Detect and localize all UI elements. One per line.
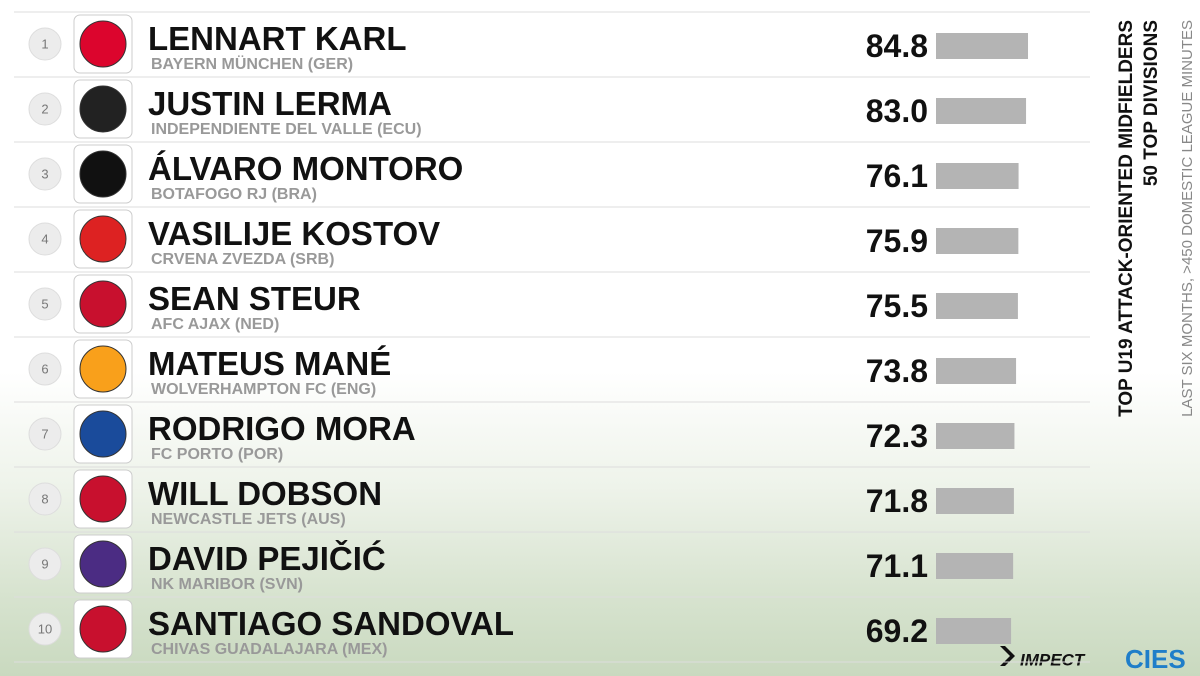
player-name: SEAN STEUR bbox=[148, 280, 361, 317]
rank: 5 bbox=[41, 296, 48, 311]
club-crest bbox=[79, 85, 127, 133]
club-crest bbox=[79, 215, 127, 263]
rank-badge bbox=[28, 287, 62, 321]
rank-badge bbox=[28, 352, 62, 386]
bar bbox=[936, 98, 1027, 124]
rank-badge bbox=[28, 27, 62, 61]
rank: 1 bbox=[41, 36, 48, 51]
bar bbox=[936, 553, 1014, 579]
club-name: NK MARIBOR (SVN) bbox=[151, 576, 303, 593]
club-name: BAYERN MÜNCHEN (GER) bbox=[151, 54, 353, 73]
rank-badge bbox=[28, 222, 62, 256]
club-name: BOTAFOGO RJ (BRA) bbox=[151, 186, 317, 203]
value-label: 71.8 bbox=[866, 483, 928, 519]
club-name: INDEPENDIENTE DEL VALLE (ECU) bbox=[151, 121, 422, 138]
impect-logo: IMPECT bbox=[1020, 650, 1086, 669]
value-label: 69.2 bbox=[866, 613, 928, 649]
rank: 7 bbox=[41, 426, 48, 441]
bar bbox=[936, 358, 1017, 384]
player-name: VASILIJE KOSTOV bbox=[148, 215, 440, 252]
rank: 9 bbox=[41, 556, 48, 571]
club-crest bbox=[79, 345, 127, 393]
player-name: DAVID PEJIČIĆ bbox=[148, 539, 386, 577]
rank: 6 bbox=[41, 361, 48, 376]
club-name: AFC AJAX (NED) bbox=[151, 316, 279, 333]
club-crest bbox=[79, 410, 127, 458]
club-crest bbox=[79, 475, 127, 523]
value-label: 75.9 bbox=[866, 223, 928, 259]
player-name: WILL DOBSON bbox=[148, 475, 382, 512]
rank-badge bbox=[28, 417, 62, 451]
club-name: FC PORTO (POR) bbox=[151, 446, 283, 463]
cies-logo: CIES bbox=[1125, 644, 1186, 674]
rank-badge bbox=[28, 547, 62, 581]
player-name: JUSTIN LERMA bbox=[148, 85, 392, 122]
rank: 8 bbox=[41, 491, 48, 506]
rank-badge bbox=[28, 482, 62, 516]
bar bbox=[936, 618, 1012, 644]
value-label: 84.8 bbox=[866, 28, 928, 64]
note: LAST SIX MONTHS, >450 DOMESTIC LEAGUE MI… bbox=[1179, 20, 1196, 417]
club-crest bbox=[79, 605, 127, 653]
player-name: LENNART KARL bbox=[148, 20, 406, 57]
club-name: CRVENA ZVEZDA (SRB) bbox=[151, 251, 334, 268]
rank: 3 bbox=[41, 166, 48, 181]
player-name: RODRIGO MORA bbox=[148, 410, 416, 447]
club-crest bbox=[79, 540, 127, 588]
bar bbox=[936, 163, 1019, 189]
value-label: 73.8 bbox=[866, 353, 928, 389]
club-crest bbox=[79, 20, 127, 68]
club-name: NEWCASTLE JETS (AUS) bbox=[151, 511, 346, 528]
title: TOP U19 ATTACK-ORIENTED MIDFIELDERS bbox=[1116, 20, 1137, 417]
bar bbox=[936, 33, 1029, 59]
rank-badge bbox=[28, 612, 62, 646]
impect-icon bbox=[1000, 646, 1015, 666]
player-name: MATEUS MANÉ bbox=[148, 345, 391, 382]
rank-badge bbox=[28, 157, 62, 191]
value-label: 75.5 bbox=[866, 288, 928, 324]
value-label: 76.1 bbox=[866, 158, 928, 194]
player-name: SANTIAGO SANDOVAL bbox=[148, 605, 514, 642]
bar bbox=[936, 488, 1014, 514]
bar bbox=[936, 423, 1015, 449]
bar bbox=[936, 228, 1019, 254]
club-name: CHIVAS GUADALAJARA (MEX) bbox=[151, 641, 387, 658]
club-crest bbox=[79, 280, 127, 328]
club-crest bbox=[79, 150, 127, 198]
rank: 4 bbox=[41, 231, 48, 246]
value-label: 83.0 bbox=[866, 93, 928, 129]
club-name: WOLVERHAMPTON FC (ENG) bbox=[151, 381, 376, 398]
subtitle: 50 TOP DIVISIONS bbox=[1141, 20, 1162, 186]
rank-badge bbox=[28, 92, 62, 126]
rank: 10 bbox=[38, 621, 52, 636]
player-name: ÁLVARO MONTORO bbox=[148, 150, 463, 187]
bar bbox=[936, 293, 1018, 319]
value-label: 72.3 bbox=[866, 418, 928, 454]
rank: 2 bbox=[41, 101, 48, 116]
value-label: 71.1 bbox=[866, 548, 928, 584]
